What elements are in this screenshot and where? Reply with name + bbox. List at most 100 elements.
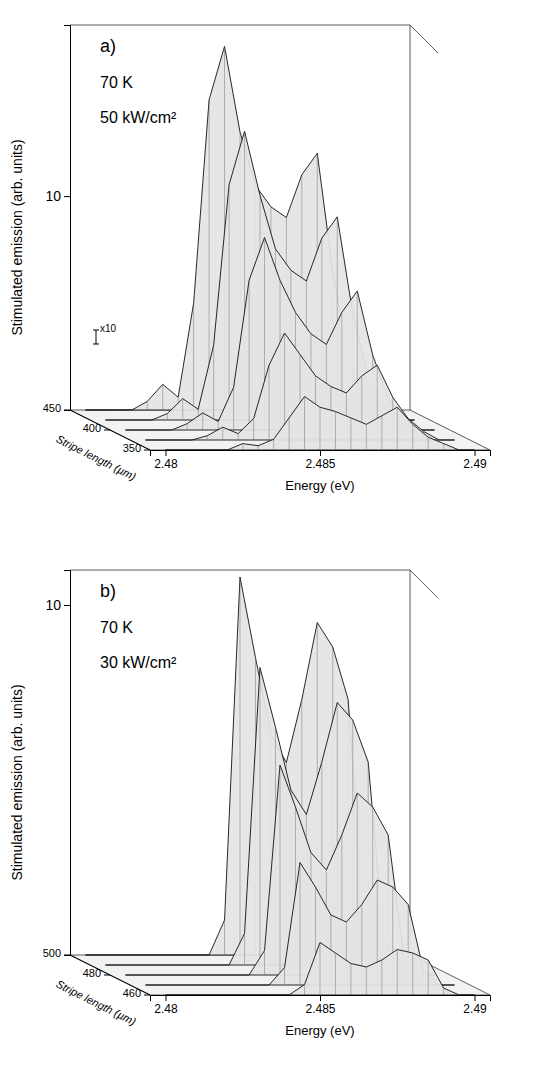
mesh-line (240, 577, 241, 955)
frame-line (70, 25, 410, 26)
y-tick-mark (64, 196, 70, 197)
mesh-line (350, 418, 351, 450)
mesh-line (207, 436, 208, 440)
x-tick-mark (165, 450, 166, 456)
mesh-line (242, 444, 243, 450)
z-tick-label: 350 (123, 442, 141, 454)
mesh-line (350, 964, 351, 996)
mesh-line (366, 424, 367, 450)
mesh-line (273, 439, 274, 450)
mesh-line (320, 407, 321, 450)
z-axis-title: Stripe length (µm) (54, 433, 138, 483)
mesh-line (193, 303, 194, 410)
y-axis: 10 (45, 571, 70, 956)
mesh-line (443, 444, 444, 450)
annotation: 70 K (100, 74, 133, 91)
plot-marks (85, 577, 474, 995)
y-tick-label: 10 (45, 597, 61, 613)
mesh-line (304, 397, 305, 450)
mesh-lines (243, 397, 444, 450)
panel: 2.482.4852.49Energy (eV)10Stimulated emi… (9, 570, 491, 1038)
mesh-line (222, 427, 223, 440)
y-tick: 10 (45, 597, 70, 613)
z-tick-mark (64, 955, 70, 956)
mesh-line (428, 960, 429, 995)
mesh-line (300, 863, 301, 986)
z-tick-mark (64, 410, 70, 411)
panel-label: a) (100, 36, 116, 56)
z-axis: 350400450 (43, 402, 150, 454)
mesh-line (412, 424, 413, 450)
scale-bar-line (96, 330, 97, 344)
z-tick-label: 450 (43, 402, 61, 414)
mesh-line (304, 985, 305, 996)
figure: 2.482.4852.49Energy (eV)10Stimulated emi… (0, 0, 538, 1087)
mesh-line (162, 384, 163, 410)
x-tick-label: 2.48 (154, 1002, 178, 1016)
mesh-line (381, 416, 382, 450)
mesh-line (269, 365, 270, 440)
mesh-line (218, 421, 219, 430)
x-tick: 2.49 (463, 450, 487, 471)
mesh-line (229, 185, 230, 420)
annotation: 70 K (100, 619, 133, 636)
frame-line (410, 25, 438, 53)
x-axis-line (151, 996, 491, 1002)
mesh-line (253, 419, 254, 440)
mesh-line (202, 413, 203, 430)
mesh-line (224, 920, 225, 955)
mesh-line (335, 953, 336, 995)
mesh-line (213, 345, 214, 420)
mesh-line (244, 934, 245, 966)
mesh-line (320, 943, 321, 996)
x-tick-mark (475, 995, 476, 1001)
x-tick-mark (475, 450, 476, 456)
x-tick-label: 2.48 (154, 457, 178, 471)
scale-bar-cap (93, 344, 99, 345)
x-tick-label: 2.485 (305, 1002, 335, 1016)
z-tick-label: 480 (83, 967, 101, 979)
x-axis-title: Energy (eV) (285, 478, 354, 493)
frame-line (410, 570, 411, 955)
x-tick-label: 2.49 (463, 1002, 487, 1016)
scale-bar-label: x10 (100, 323, 117, 334)
scale-bar: x10 (93, 323, 117, 344)
z-tick-mark (104, 975, 110, 976)
z-axis-title: Stripe length (µm) (54, 978, 138, 1028)
x-tick-mark (320, 995, 321, 1001)
x-axis: 2.482.4852.49 (151, 450, 491, 471)
panel-label: b) (100, 581, 116, 601)
z-tick-mark (144, 450, 150, 451)
mesh-line (335, 412, 336, 451)
x-axis-line (151, 451, 491, 457)
mesh-line (397, 407, 398, 450)
y-axis-line (64, 571, 71, 956)
frame-line (70, 570, 410, 571)
annotation: 30 kW/cm² (100, 654, 177, 671)
mesh-line (260, 668, 261, 966)
x-tick-mark (320, 450, 321, 456)
mesh-line (443, 988, 444, 995)
spectrum-surface (165, 943, 474, 996)
frame-line (410, 25, 411, 410)
y-tick-label: 10 (45, 188, 61, 204)
x-tick: 2.48 (154, 995, 178, 1016)
mesh-line (428, 437, 429, 450)
panel: 2.482.4852.49Energy (eV)10Stimulated emi… (9, 25, 491, 493)
mesh-lines (305, 943, 444, 996)
mesh-line (147, 401, 148, 410)
mesh-line (381, 960, 382, 995)
mesh-line (238, 434, 239, 440)
x-tick-mark (165, 995, 166, 1001)
spectrum-surface (165, 397, 474, 450)
x-tick: 2.49 (463, 995, 487, 1016)
mesh-line (284, 968, 285, 986)
y-tick: 10 (45, 188, 70, 204)
y-tick-mark (64, 605, 70, 606)
mesh-line (280, 765, 281, 975)
scale-bar-cap (93, 330, 99, 331)
mesh-line (187, 424, 188, 430)
mesh-line (397, 950, 398, 996)
z-tick-label: 460 (123, 987, 141, 999)
mesh-line (233, 387, 234, 430)
